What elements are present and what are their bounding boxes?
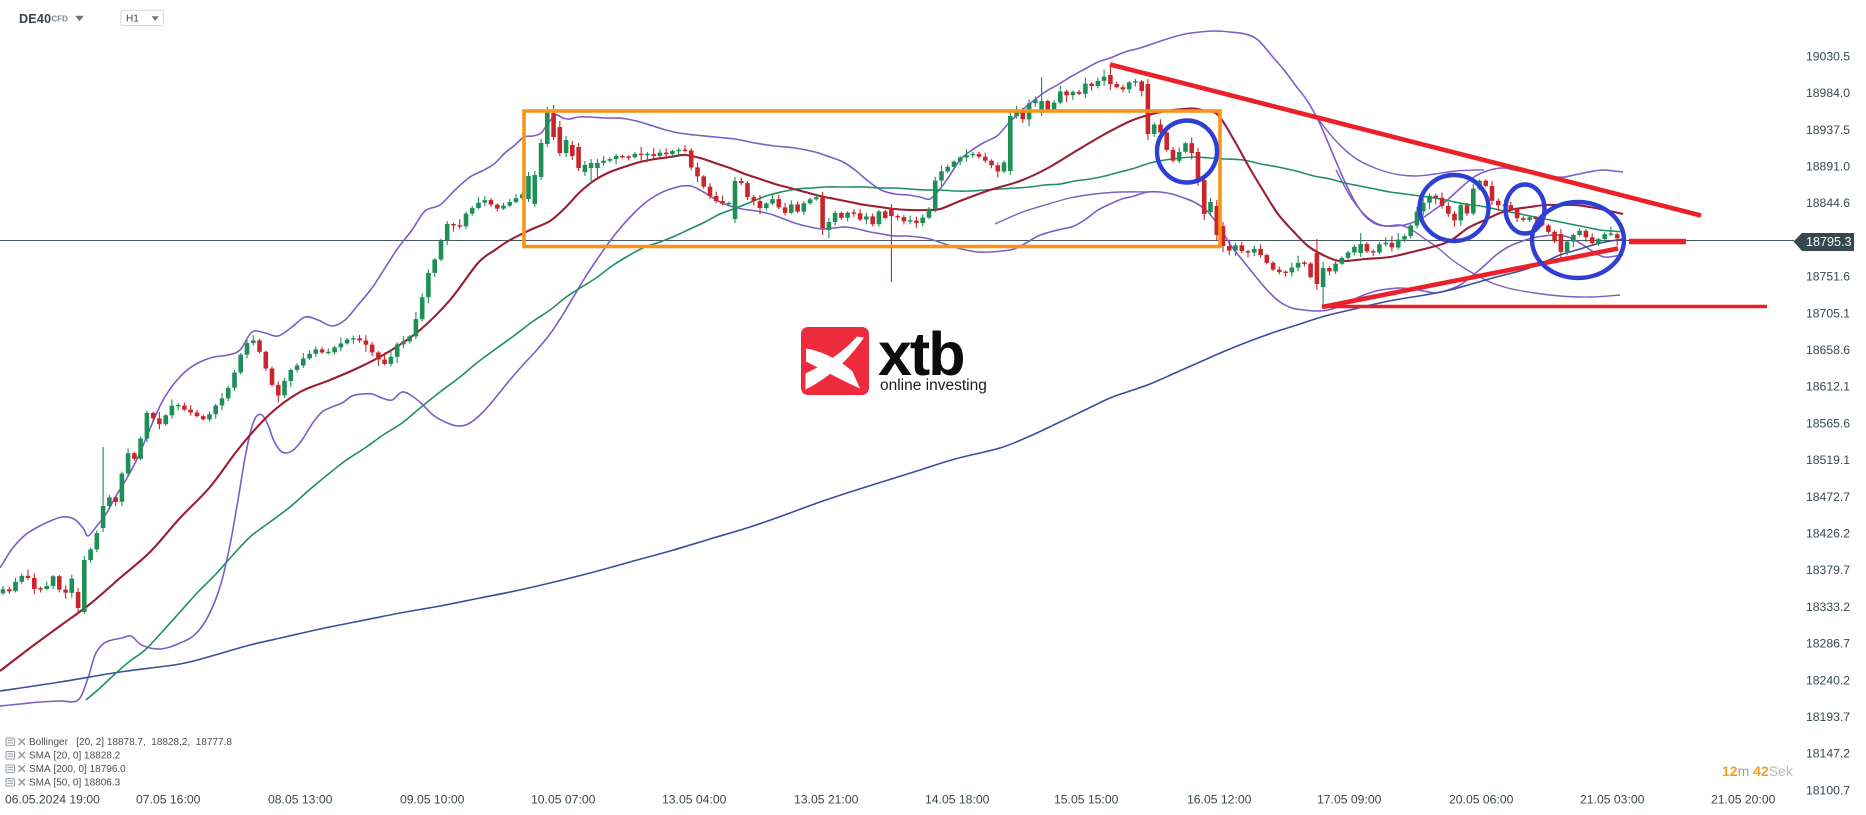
svg-text:18147.2: 18147.2: [1806, 747, 1850, 761]
svg-text:H1: H1: [126, 13, 139, 24]
svg-text:18795.3: 18795.3: [1806, 235, 1852, 249]
svg-text:18844.6: 18844.6: [1806, 196, 1850, 210]
svg-text:19030.5: 19030.5: [1806, 49, 1850, 63]
svg-text:SMA [200, 0] 18796.0: SMA [200, 0] 18796.0: [29, 764, 126, 775]
svg-text:18891.0: 18891.0: [1806, 160, 1850, 174]
svg-text:18705.1: 18705.1: [1806, 306, 1850, 320]
svg-text:13.05 21:00: 13.05 21:00: [794, 793, 859, 807]
svg-text:18984.0: 18984.0: [1806, 86, 1850, 100]
svg-text:12m 42Sek: 12m 42Sek: [1722, 763, 1794, 779]
svg-text:17.05 09:00: 17.05 09:00: [1317, 793, 1382, 807]
svg-text:18426.2: 18426.2: [1806, 527, 1850, 541]
svg-text:21.05 20:00: 21.05 20:00: [1711, 793, 1776, 807]
svg-text:18100.7: 18100.7: [1806, 783, 1850, 797]
svg-text:18333.2: 18333.2: [1806, 600, 1850, 614]
svg-text:SMA [20, 0] 18828.2: SMA [20, 0] 18828.2: [29, 751, 121, 762]
svg-text:09.05 10:00: 09.05 10:00: [400, 793, 465, 807]
svg-text:18937.5: 18937.5: [1806, 123, 1850, 137]
svg-text:16.05 12:00: 16.05 12:00: [1187, 793, 1252, 807]
svg-text:13.05 04:00: 13.05 04:00: [662, 793, 727, 807]
svg-text:18658.6: 18658.6: [1806, 343, 1850, 357]
svg-text:18612.1: 18612.1: [1806, 380, 1850, 394]
svg-text:CFD: CFD: [52, 14, 69, 23]
svg-text:Bollinger [20, 2] 18878.7,: Bollinger [20, 2] 18878.7, 18828.2, 1877…: [29, 737, 232, 748]
svg-text:18286.7: 18286.7: [1806, 637, 1850, 651]
svg-text:06.05.2024 19:00: 06.05.2024 19:00: [5, 793, 100, 807]
svg-text:online investing: online investing: [880, 377, 987, 394]
svg-text:14.05 18:00: 14.05 18:00: [925, 793, 990, 807]
svg-text:18565.6: 18565.6: [1806, 416, 1850, 430]
svg-text:SMA [50, 0] 18806.3: SMA [50, 0] 18806.3: [29, 778, 121, 789]
svg-text:18472.7: 18472.7: [1806, 490, 1850, 504]
svg-text:xtb: xtb: [878, 320, 964, 388]
svg-text:18379.7: 18379.7: [1806, 563, 1850, 577]
svg-text:07.05 16:00: 07.05 16:00: [136, 793, 201, 807]
svg-text:18193.7: 18193.7: [1806, 710, 1850, 724]
svg-text:DE40: DE40: [19, 12, 51, 26]
svg-text:20.05 06:00: 20.05 06:00: [1449, 793, 1514, 807]
svg-text:15.05 15:00: 15.05 15:00: [1054, 793, 1119, 807]
svg-text:21.05 03:00: 21.05 03:00: [1580, 793, 1645, 807]
svg-text:10.05 07:00: 10.05 07:00: [531, 793, 596, 807]
svg-text:08.05 13:00: 08.05 13:00: [268, 793, 333, 807]
svg-text:18240.2: 18240.2: [1806, 673, 1850, 687]
svg-text:18751.6: 18751.6: [1806, 270, 1850, 284]
svg-text:18519.1: 18519.1: [1806, 453, 1850, 467]
